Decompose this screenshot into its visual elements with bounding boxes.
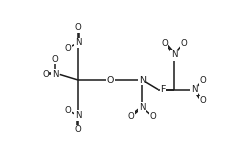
Text: O: O [64, 106, 71, 115]
Text: N: N [52, 70, 58, 79]
Text: O: O [64, 44, 71, 53]
Text: N: N [191, 85, 198, 94]
Text: O: O [149, 112, 156, 121]
Text: O: O [42, 70, 49, 79]
Text: N: N [75, 38, 81, 47]
Text: O: O [161, 39, 168, 48]
Text: O: O [199, 76, 206, 84]
Text: O: O [199, 96, 206, 105]
Text: O: O [75, 23, 81, 32]
Text: F: F [160, 85, 166, 94]
Text: O: O [75, 125, 81, 134]
Text: N: N [75, 111, 81, 120]
Text: O: O [107, 76, 114, 84]
Text: O: O [52, 55, 58, 64]
Text: O: O [180, 39, 187, 48]
Text: N: N [139, 76, 146, 84]
Text: N: N [171, 50, 177, 59]
Text: O: O [128, 112, 134, 121]
Text: N: N [139, 103, 146, 112]
